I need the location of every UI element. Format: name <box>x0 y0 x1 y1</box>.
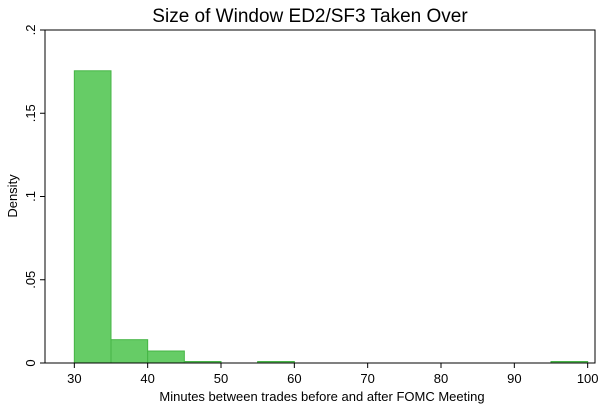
x-axis-ticks: 30 40 50 60 70 80 90 100 <box>67 363 599 386</box>
chart-title: Size of Window ED2/SF3 Taken Over <box>152 6 468 27</box>
y-axis-ticks: 0 .05 .1 .15 .2 <box>23 25 45 367</box>
y-axis-label: Density <box>5 174 20 218</box>
x-tick-label: 50 <box>214 371 228 386</box>
y-tick-label: .05 <box>23 271 38 289</box>
x-tick-label: 90 <box>507 371 521 386</box>
x-tick-label: 60 <box>287 371 301 386</box>
x-axis-label: Minutes between trades before and after … <box>159 389 484 404</box>
x-tick-label: 70 <box>360 371 374 386</box>
histogram-bar-30-35 <box>73 70 112 364</box>
y-tick-label: .15 <box>23 104 38 122</box>
x-tick-label: 30 <box>67 371 81 386</box>
y-tick-label: .2 <box>23 25 38 36</box>
bars-group <box>73 70 589 364</box>
x-tick-label: 40 <box>140 371 154 386</box>
histogram-bar-35-40 <box>110 339 149 364</box>
plot-frame <box>44 29 596 364</box>
x-tick-label: 80 <box>434 371 448 386</box>
y-tick-label: 0 <box>23 359 38 366</box>
y-tick-label: .1 <box>23 191 38 202</box>
x-tick-label: 100 <box>577 371 599 386</box>
histogram-bar-40-45 <box>147 350 185 364</box>
